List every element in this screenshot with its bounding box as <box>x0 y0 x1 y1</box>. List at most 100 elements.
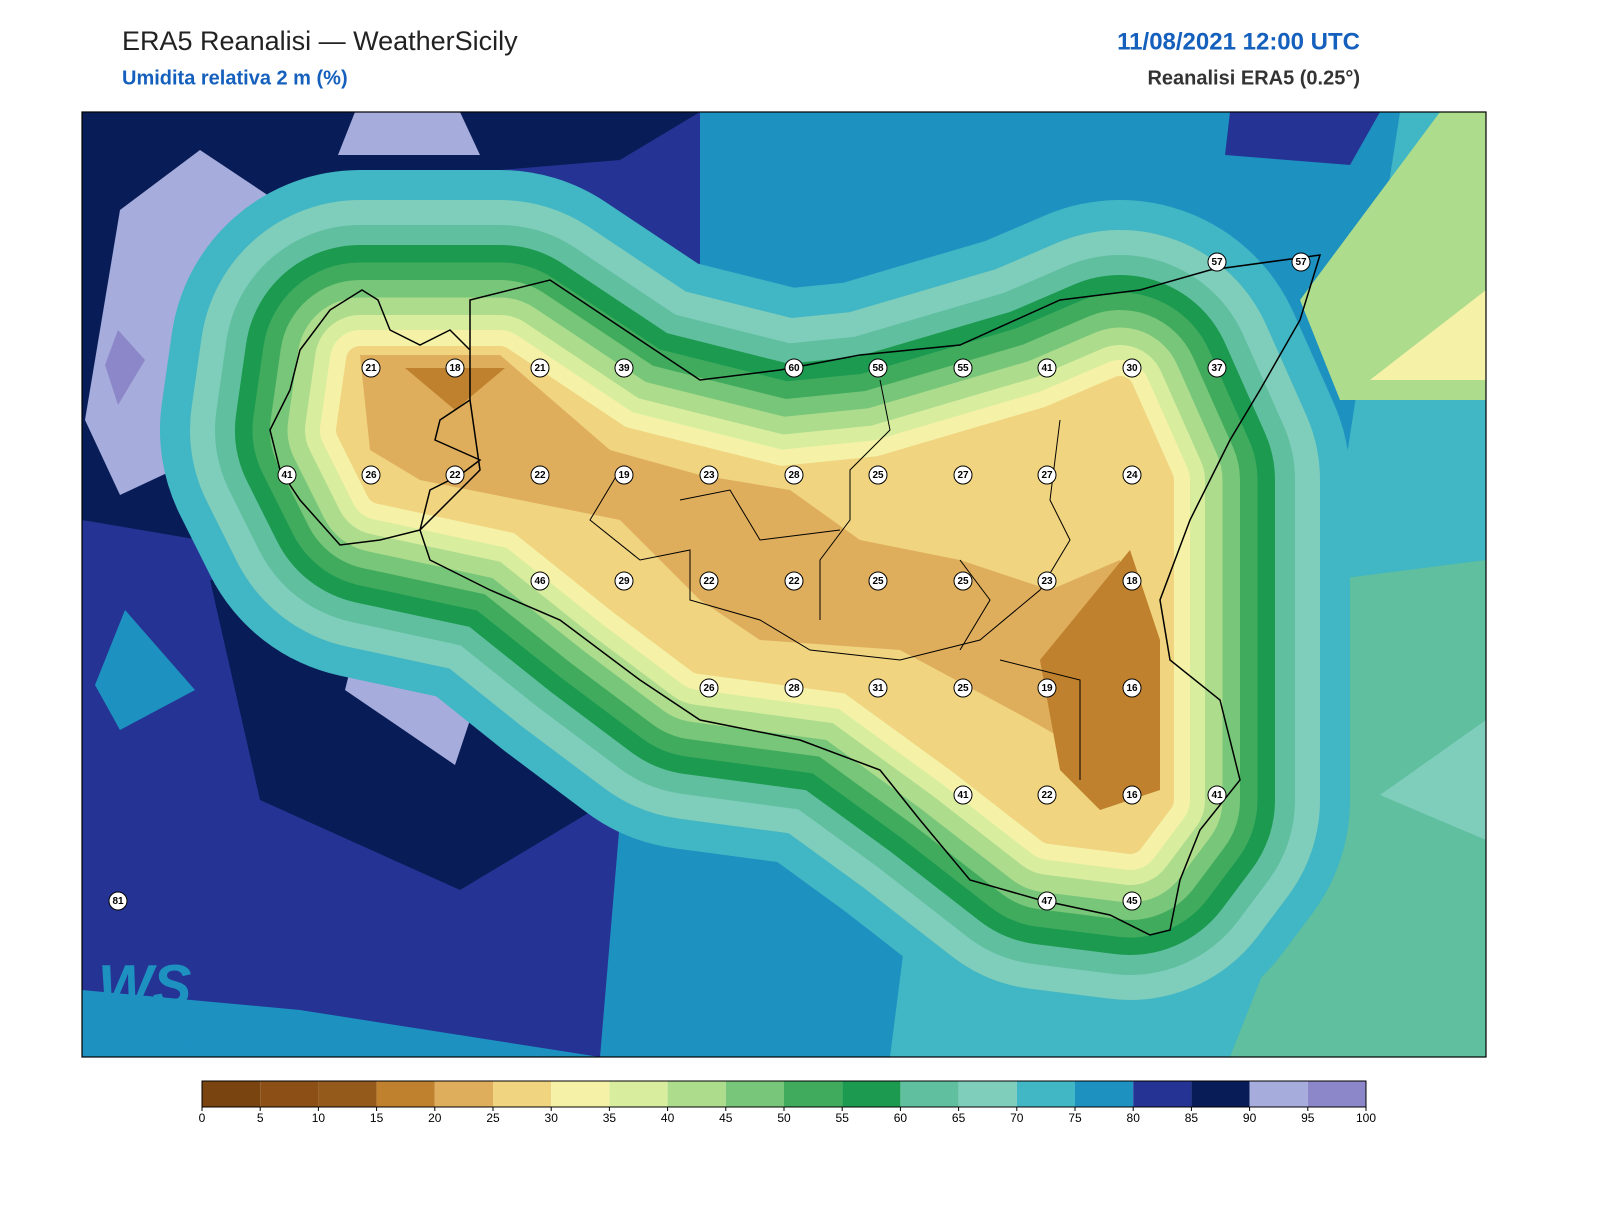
station-marker <box>699 571 719 591</box>
colorbar-tick-label: 10 <box>312 1111 326 1125</box>
band <box>405 368 505 410</box>
station-value: 28 <box>788 683 800 694</box>
station-marker <box>445 358 465 378</box>
colorbar-swatch <box>609 1081 668 1107</box>
map <box>82 112 1486 1057</box>
station-value: 25 <box>872 470 884 481</box>
station-value: 18 <box>449 363 461 374</box>
station-marker <box>1037 891 1057 911</box>
station-marker <box>1207 785 1227 805</box>
colorbar-tick-label: 75 <box>1068 1111 1082 1125</box>
colorbar-tick-label: 65 <box>952 1111 966 1125</box>
station-marker <box>868 465 888 485</box>
station-value: 55 <box>957 363 969 374</box>
station-value: 19 <box>618 470 630 481</box>
station-value: 45 <box>1126 896 1138 907</box>
station-marker <box>784 678 804 698</box>
band <box>1225 112 1380 165</box>
colorbar-swatch <box>842 1081 901 1107</box>
station-marker <box>953 571 973 591</box>
colorbar-tick-label: 15 <box>370 1111 384 1125</box>
logo-text: Weather Sicily <box>106 1031 195 1046</box>
colorbar-tick-label: 60 <box>894 1111 908 1125</box>
colorbar-swatch <box>1075 1081 1134 1107</box>
station-value: 26 <box>703 683 715 694</box>
station-value: 27 <box>1041 470 1053 481</box>
colorbar-swatch <box>725 1081 784 1107</box>
band <box>1040 550 1160 810</box>
band <box>82 990 600 1057</box>
station-value: 26 <box>365 470 377 481</box>
station-value: 16 <box>1126 683 1138 694</box>
colorbar-swatch <box>1307 1081 1366 1107</box>
station-marker <box>530 358 550 378</box>
station-marker <box>699 678 719 698</box>
band <box>95 610 195 730</box>
station-marker <box>1037 678 1057 698</box>
station-value: 31 <box>872 683 884 694</box>
colorbar-swatch <box>667 1081 726 1107</box>
station-value: 39 <box>618 363 630 374</box>
station-marker <box>1122 358 1142 378</box>
station-marker <box>445 465 465 485</box>
humid-patch <box>338 112 480 155</box>
colorbar-swatch <box>551 1081 610 1107</box>
station-marker <box>868 571 888 591</box>
station-value: 58 <box>872 363 884 374</box>
station-value: 23 <box>703 470 715 481</box>
station-marker <box>1037 465 1057 485</box>
station-value: 25 <box>957 576 969 587</box>
station-marker <box>699 465 719 485</box>
station-marker <box>953 358 973 378</box>
colorbar-swatch <box>784 1081 843 1107</box>
title: ERA5 Reanalisi — WeatherSicily <box>122 26 518 56</box>
station-value: 25 <box>872 576 884 587</box>
station-marker <box>530 465 550 485</box>
source: Reanalisi ERA5 (0.25°) <box>1147 67 1360 89</box>
colorbar-swatch <box>318 1081 377 1107</box>
colorbar-tick-label: 55 <box>836 1111 850 1125</box>
station-value: 22 <box>534 470 546 481</box>
station-value: 37 <box>1211 363 1223 374</box>
station-marker <box>1122 785 1142 805</box>
colorbar-swatch <box>260 1081 319 1107</box>
station-value: 57 <box>1295 257 1307 268</box>
station-value: 22 <box>788 576 800 587</box>
colorbar-tick-label: 20 <box>428 1111 442 1125</box>
station-value: 22 <box>703 576 715 587</box>
station-marker <box>530 571 550 591</box>
colorbar-tick-label: 70 <box>1010 1111 1024 1125</box>
station-value: 19 <box>1041 683 1053 694</box>
colorbar-tick-label: 45 <box>719 1111 733 1125</box>
station-value: 60 <box>788 363 800 374</box>
station-marker <box>361 465 381 485</box>
station-value: 46 <box>534 576 546 587</box>
colorbar-swatch <box>1016 1081 1075 1107</box>
colorbar-swatch <box>202 1081 261 1107</box>
station-marker <box>953 678 973 698</box>
station-value: 41 <box>281 470 293 481</box>
province-borders <box>589 379 1081 780</box>
coastline <box>269 254 1322 936</box>
station-value: 41 <box>1041 363 1053 374</box>
station-marker <box>1122 678 1142 698</box>
station-marker <box>1037 358 1057 378</box>
station-marker <box>784 571 804 591</box>
station-value: 57 <box>1211 257 1223 268</box>
station-value: 21 <box>365 363 377 374</box>
station-value: 21 <box>534 363 546 374</box>
station-value: 29 <box>618 576 630 587</box>
colorbar-tick-label: 100 <box>1356 1111 1376 1125</box>
colorbar-swatch <box>900 1081 959 1107</box>
station-marker <box>108 891 128 911</box>
logo-mark: WS <box>98 953 192 1018</box>
colorbar-tick-label: 50 <box>777 1111 791 1125</box>
station-value: 16 <box>1126 790 1138 801</box>
station-value: 18 <box>1126 576 1138 587</box>
station-marker <box>953 465 973 485</box>
station-marker <box>784 465 804 485</box>
band <box>1380 720 1486 840</box>
colorbar-tick-label: 90 <box>1243 1111 1257 1125</box>
station-marker <box>277 465 297 485</box>
